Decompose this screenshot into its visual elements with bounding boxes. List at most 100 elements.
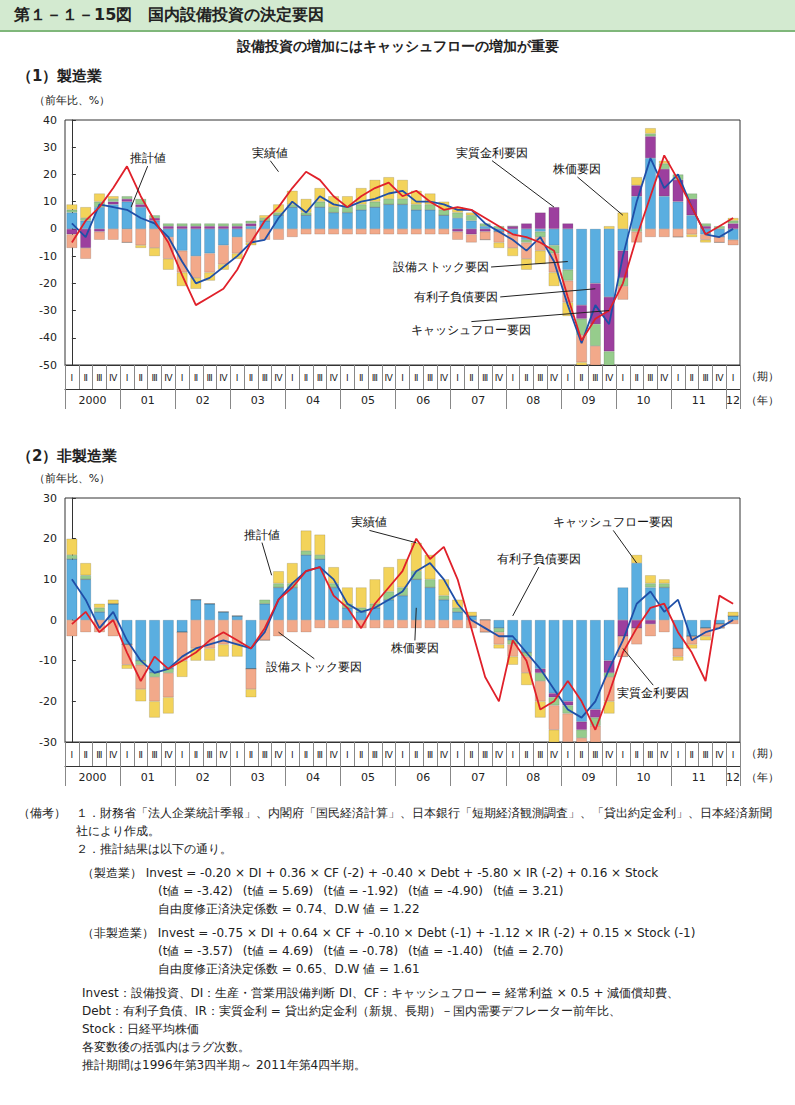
svg-text:Ⅳ: Ⅳ xyxy=(550,750,559,760)
svg-text:Ⅲ: Ⅲ xyxy=(96,373,102,383)
svg-text:Ⅳ: Ⅳ xyxy=(109,750,118,760)
svg-text:09: 09 xyxy=(581,394,595,407)
svg-text:Ⅱ: Ⅱ xyxy=(139,373,143,383)
svg-text:Ⅰ: Ⅰ xyxy=(622,750,625,760)
svg-text:Ⅱ: Ⅱ xyxy=(524,750,528,760)
svg-text:Ⅳ: Ⅳ xyxy=(274,373,283,383)
svg-text:Ⅱ: Ⅱ xyxy=(690,373,694,383)
svg-text:Ⅲ: Ⅲ xyxy=(647,373,653,383)
svg-text:Ⅱ: Ⅱ xyxy=(304,373,308,383)
svg-text:Ⅲ: Ⅲ xyxy=(592,373,598,383)
svg-text:実績値: 実績値 xyxy=(252,146,288,160)
svg-text:0: 0 xyxy=(50,614,57,627)
svg-text:Ⅰ: Ⅰ xyxy=(126,750,129,760)
svg-text:Ⅳ: Ⅳ xyxy=(660,750,669,760)
svg-text:Ⅲ: Ⅲ xyxy=(207,373,213,383)
svg-text:Ⅲ: Ⅲ xyxy=(427,750,433,760)
svg-text:20: 20 xyxy=(43,168,57,181)
svg-text:（年）: （年） xyxy=(746,771,779,784)
svg-text:Ⅰ: Ⅰ xyxy=(71,750,74,760)
svg-text:20: 20 xyxy=(43,532,57,545)
svg-text:Ⅰ: Ⅰ xyxy=(181,750,184,760)
svg-text:Ⅰ: Ⅰ xyxy=(511,750,514,760)
svg-text:（年）: （年） xyxy=(746,394,779,407)
svg-text:2000: 2000 xyxy=(79,394,107,407)
svg-text:06: 06 xyxy=(416,394,430,407)
svg-text:Ⅱ: Ⅱ xyxy=(304,750,308,760)
svg-text:設備ストック要因: 設備ストック要因 xyxy=(266,660,362,674)
svg-text:Ⅱ: Ⅱ xyxy=(83,750,87,760)
svg-text:Ⅰ: Ⅰ xyxy=(236,750,239,760)
svg-text:（1）製造業: （1）製造業 xyxy=(17,67,102,85)
svg-text:Ⅳ: Ⅳ xyxy=(605,373,614,383)
svg-text:Ⅱ: Ⅱ xyxy=(469,750,473,760)
svg-text:08: 08 xyxy=(526,771,540,784)
svg-text:10: 10 xyxy=(637,771,651,784)
svg-text:Ⅳ: Ⅳ xyxy=(329,373,338,383)
svg-text:Ⅳ: Ⅳ xyxy=(605,750,614,760)
svg-text:-40: -40 xyxy=(39,331,57,344)
svg-text:（前年比、%）: （前年比、%） xyxy=(34,472,110,485)
svg-text:Ⅲ: Ⅲ xyxy=(427,373,433,383)
svg-text:推計値: 推計値 xyxy=(244,528,280,542)
svg-text:Ⅱ: Ⅱ xyxy=(690,750,694,760)
svg-text:Ⅰ: Ⅰ xyxy=(511,373,514,383)
svg-text:03: 03 xyxy=(251,771,265,784)
svg-text:10: 10 xyxy=(637,394,651,407)
svg-text:Ⅲ: Ⅲ xyxy=(372,373,378,383)
svg-text:Ⅱ: Ⅱ xyxy=(194,373,198,383)
svg-text:（前年比、%）: （前年比、%） xyxy=(34,94,110,107)
svg-text:Ⅳ: Ⅳ xyxy=(109,373,118,383)
svg-text:10: 10 xyxy=(43,573,57,586)
svg-text:Ⅳ: Ⅳ xyxy=(550,373,559,383)
svg-text:Ⅱ: Ⅱ xyxy=(414,750,418,760)
svg-text:Ⅰ: Ⅰ xyxy=(456,373,459,383)
svg-text:Ⅲ: Ⅲ xyxy=(482,750,488,760)
svg-text:07: 07 xyxy=(471,394,485,407)
svg-text:Ⅳ: Ⅳ xyxy=(219,750,228,760)
svg-text:05: 05 xyxy=(361,394,375,407)
svg-text:Ⅱ: Ⅱ xyxy=(579,373,583,383)
svg-text:キャッシュフロー要因: キャッシュフロー要因 xyxy=(411,323,531,337)
svg-text:Ⅱ: Ⅱ xyxy=(249,373,253,383)
svg-text:Ⅱ: Ⅱ xyxy=(249,750,253,760)
svg-text:Ⅰ: Ⅰ xyxy=(346,750,349,760)
svg-text:Ⅳ: Ⅳ xyxy=(495,750,504,760)
svg-text:02: 02 xyxy=(196,771,210,784)
svg-text:Ⅲ: Ⅲ xyxy=(592,750,598,760)
svg-text:キャッシュフロー要因: キャッシュフロー要因 xyxy=(553,515,673,529)
svg-text:07: 07 xyxy=(471,771,485,784)
svg-text:2000: 2000 xyxy=(79,771,107,784)
svg-text:（期）: （期） xyxy=(746,747,779,760)
svg-text:Ⅱ: Ⅱ xyxy=(524,373,528,383)
svg-text:Ⅲ: Ⅲ xyxy=(647,750,653,760)
svg-text:有利子負債要因: 有利子負債要因 xyxy=(497,552,581,566)
svg-text:Ⅳ: Ⅳ xyxy=(715,373,724,383)
svg-text:Ⅱ: Ⅱ xyxy=(634,750,638,760)
svg-text:01: 01 xyxy=(141,394,155,407)
svg-text:Ⅰ: Ⅰ xyxy=(622,373,625,383)
svg-text:Ⅳ: Ⅳ xyxy=(164,373,173,383)
svg-text:Ⅲ: Ⅲ xyxy=(262,373,268,383)
svg-text:Ⅲ: Ⅲ xyxy=(537,373,543,383)
svg-text:Ⅰ: Ⅰ xyxy=(677,373,680,383)
svg-text:04: 04 xyxy=(306,771,320,784)
svg-text:Ⅳ: Ⅳ xyxy=(385,373,394,383)
svg-text:-30: -30 xyxy=(39,304,57,317)
svg-text:Ⅰ: Ⅰ xyxy=(401,373,404,383)
svg-text:12: 12 xyxy=(726,394,740,407)
svg-text:09: 09 xyxy=(581,771,595,784)
svg-text:Ⅰ: Ⅰ xyxy=(181,373,184,383)
svg-text:Ⅰ: Ⅰ xyxy=(71,373,74,383)
svg-text:40: 40 xyxy=(43,114,57,127)
svg-text:Ⅰ: Ⅰ xyxy=(291,750,294,760)
svg-text:Ⅳ: Ⅳ xyxy=(440,750,449,760)
svg-text:Ⅲ: Ⅲ xyxy=(262,750,268,760)
svg-text:Ⅳ: Ⅳ xyxy=(495,373,504,383)
svg-text:-10: -10 xyxy=(39,654,57,667)
svg-text:推計値: 推計値 xyxy=(130,151,166,165)
svg-text:実質金利要因: 実質金利要因 xyxy=(456,146,528,160)
svg-text:Ⅲ: Ⅲ xyxy=(317,373,323,383)
svg-text:Ⅱ: Ⅱ xyxy=(634,373,638,383)
svg-text:Ⅲ: Ⅲ xyxy=(207,750,213,760)
